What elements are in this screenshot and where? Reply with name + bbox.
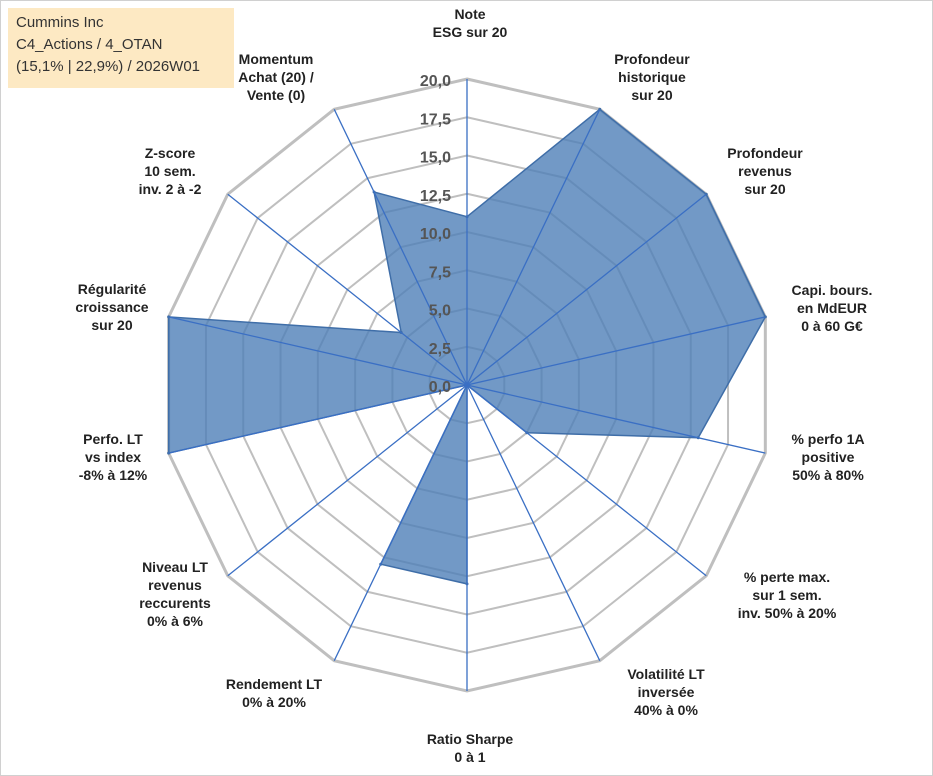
axis-label-perfo-lt-vs-index: Perfo. LT vs index -8% à 12% (79, 431, 148, 483)
axis-label-line: croissance (75, 299, 148, 315)
axis-label-line: historique (618, 69, 686, 85)
spoke-volatilite-lt (466, 384, 601, 661)
axis-label-line: Profondeur (727, 145, 803, 161)
axis-label-line: Z-score (145, 145, 196, 161)
axis-label-line: Note (454, 6, 485, 22)
spoke-capi-bours (466, 316, 766, 386)
axis-label-line: vs index (85, 449, 141, 465)
axis-label-line: 0 à 60 G€ (801, 318, 863, 334)
spoke-niveau-lt-revenus (227, 384, 468, 577)
axis-label-line: inversée (638, 684, 695, 700)
axis-label-line: 50% à 80% (792, 467, 864, 483)
spoke-perfo-lt-vs-index (168, 384, 468, 454)
tick-label: 7,5 (429, 264, 451, 281)
axis-label-line: sur 20 (631, 87, 672, 103)
axis-label-line: inv. 2 à -2 (139, 181, 202, 197)
axis-label-line: inv. 50% à 20% (738, 605, 837, 621)
axis-label-line: ESG sur 20 (433, 24, 508, 40)
company-name: Cummins Inc (16, 14, 104, 31)
tick-label: 20,0 (420, 73, 451, 90)
axis-label-ratio-sharpe: Ratio Sharpe 0 à 1 (427, 731, 514, 765)
axis-label-line: Achat (20) / (238, 69, 314, 85)
axis-label-regularite-croissance: Régularité croissance sur 20 (75, 281, 148, 333)
axis-label-niveau-lt-revenus: Niveau LT revenus reccurents 0% à 6% (139, 559, 211, 629)
axis-label-line: positive (802, 449, 855, 465)
axis-label-line: 0% à 20% (242, 694, 306, 710)
axis-label-profondeur-revenus: Profondeur revenus sur 20 (727, 145, 803, 197)
axis-label-line: en MdEUR (797, 300, 867, 316)
axis-label-line: Rendement LT (226, 676, 323, 692)
axis-label-line: -8% à 12% (79, 467, 148, 483)
axis-label-line: % perte max. (744, 569, 830, 585)
axis-label-line: Momentum (239, 51, 314, 67)
label-layer: Note ESG sur 20 Profondeur historique sur 20… (75, 6, 872, 765)
tick-label: 0,0 (429, 379, 451, 396)
axis-label-line: Vente (0) (247, 87, 305, 103)
axis-label-line: Perfo. LT (83, 431, 143, 447)
axis-label-line: % perfo 1A (791, 431, 864, 447)
axis-label-note-esg: Note ESG sur 20 (433, 6, 508, 40)
spoke-layer (168, 79, 766, 691)
category-label: C4_Actions / 4_OTAN (16, 36, 163, 53)
axis-label-line: 10 sem. (144, 163, 195, 179)
axis-label-line: sur 20 (91, 317, 132, 333)
axis-label-volatilite-lt: Volatilité LT inversée 40% à 0% (627, 666, 705, 718)
axis-label-perfo-1a: % perfo 1A positive 50% à 80% (791, 431, 864, 483)
spoke-z-score (227, 193, 468, 386)
axis-label-line: Profondeur (614, 51, 690, 67)
spoke-rendement-lt (333, 384, 468, 661)
axis-label-z-score: Z-score 10 sem. inv. 2 à -2 (139, 145, 202, 197)
spoke-regularite-croissance (168, 316, 468, 386)
axis-label-rendement-lt: Rendement LT 0% à 20% (226, 676, 323, 710)
tick-label: 5,0 (429, 303, 451, 320)
tick-label: 15,0 (420, 150, 451, 167)
spoke-perte-max (466, 384, 707, 577)
axis-label-line: revenus (738, 163, 792, 179)
axis-label-perte-max: % perte max. sur 1 sem. inv. 50% à 20% (738, 569, 837, 621)
axis-label-momentum: Momentum Achat (20) / Vente (0) (238, 51, 314, 103)
axis-label-line: Volatilité LT (627, 666, 705, 682)
tick-label: 12,5 (420, 188, 451, 205)
axis-label-profondeur-historique: Profondeur historique sur 20 (614, 51, 690, 103)
axis-label-line: sur 20 (744, 181, 785, 197)
axis-label-line: sur 1 sem. (752, 587, 821, 603)
axis-label-line: Capi. bours. (792, 282, 873, 298)
axis-label-line: revenus (148, 577, 202, 593)
info-box: Cummins Inc C4_Actions / 4_OTAN (15,1% |… (8, 8, 234, 88)
spoke-profondeur-historique (466, 109, 601, 386)
spoke-momentum (333, 109, 468, 386)
axis-label-capi-bours: Capi. bours. en MdEUR 0 à 60 G€ (792, 282, 873, 334)
stats-label: (15,1% | 22,9%) / 2026W01 (16, 58, 200, 75)
axis-label-line: Ratio Sharpe (427, 731, 514, 747)
tick-label: 17,5 (420, 111, 451, 128)
axis-label-line: 0% à 6% (147, 613, 204, 629)
spoke-profondeur-revenus (466, 193, 707, 386)
spoke-perfo-1a (466, 384, 766, 454)
tick-layer: 0,0 2,5 5,0 7,5 10,0 12,5 15,0 17,5 20,0 (420, 73, 451, 396)
tick-label: 10,0 (420, 226, 451, 243)
axis-label-line: 0 à 1 (454, 749, 485, 765)
axis-label-line: Niveau LT (142, 559, 208, 575)
axis-label-line: 40% à 0% (634, 702, 698, 718)
axis-label-line: Régularité (78, 281, 147, 297)
axis-label-line: reccurents (139, 595, 211, 611)
tick-label: 2,5 (429, 341, 451, 358)
